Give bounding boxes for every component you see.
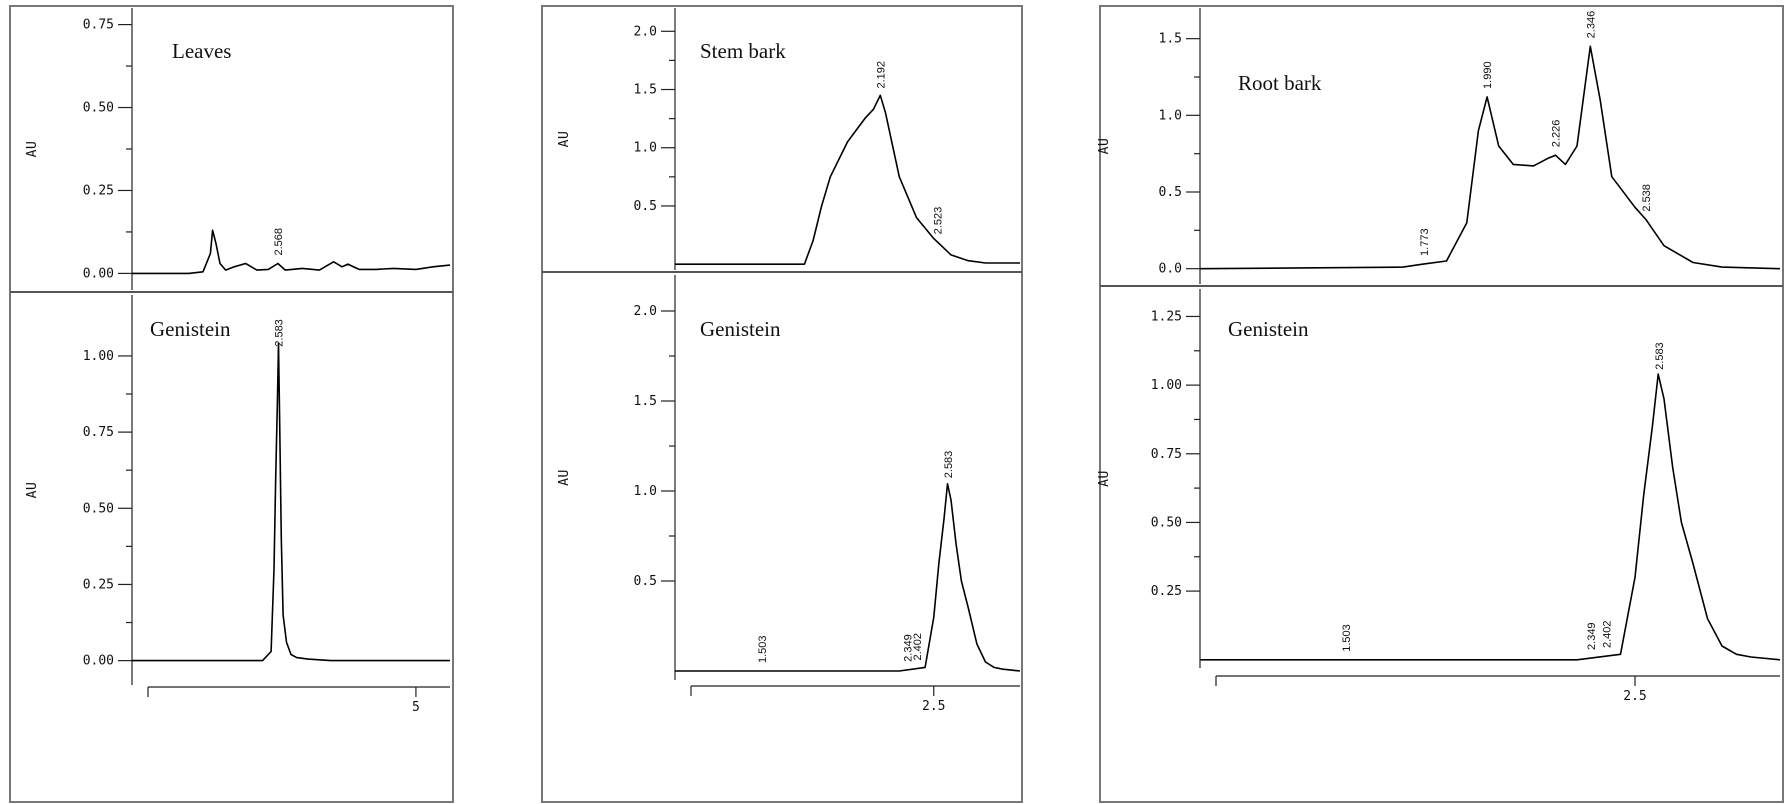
top-left-title: Leaves	[172, 39, 231, 63]
top-middle-ytick-label-0: 0.5	[634, 199, 657, 214]
bottom-middle-ytick-label-1: 1.0	[634, 484, 657, 499]
bottom-middle-title: Genistein	[700, 317, 781, 341]
top-right-ytick-label-2: 1.0	[1159, 108, 1182, 123]
bottom-middle-ytick-label-0: 0.5	[634, 574, 657, 589]
bottom-left-peak-label-0: 2.583	[274, 319, 286, 347]
top-right-peak-label-4: 2.538	[1641, 184, 1653, 212]
bottom-right-trace-0	[1200, 373, 1781, 661]
bottom-middle-plot: 0.5 1.0 1.5 2.0 AU Genistein 2.5 1.503 2.3492.40…	[557, 275, 1021, 714]
bottom-right-peak-label-0: 1.503	[1341, 624, 1353, 652]
top-left-ylabel: AU	[25, 141, 40, 158]
top-middle-ytick-label-3: 2.0	[634, 24, 657, 39]
bottom-right-peak-label-2: 2.402	[1602, 620, 1614, 648]
top-right-peak-label-0: 1.773	[1419, 228, 1431, 256]
left-panel-frame	[9, 5, 454, 803]
bottom-right-peak-label-1: 2.349	[1586, 622, 1598, 650]
top-middle-plot: 0.5 1.0 1.5 2.0 AU Stem bark 2.192 2.523	[557, 8, 1020, 270]
right-panel-frame	[1099, 5, 1784, 803]
bottom-middle-peak-label-1: 2.349	[903, 634, 915, 662]
bottom-left-ytick-label-0: 0.00	[83, 654, 114, 669]
bottom-left-ytick-label-2: 0.50	[83, 501, 114, 516]
top-right-peak-label-2: 2.226	[1551, 120, 1563, 148]
top-right-peak-label-3: 2.346	[1585, 11, 1597, 39]
top-right-ytick-label-3: 1.5	[1159, 32, 1182, 47]
top-right-title: Root bark	[1238, 71, 1322, 95]
top-left-plot: 0.00 0.25 0.50 0.75 AU Leaves 2.568	[25, 8, 451, 290]
top-middle-peak-label-1: 2.523	[933, 207, 945, 235]
top-left-ytick-label-3: 0.75	[83, 18, 114, 33]
bottom-left-ytick-label-4: 1.00	[83, 349, 114, 364]
bottom-middle-ytick-label-2: 1.5	[634, 394, 657, 409]
bottom-right-title: Genistein	[1228, 317, 1309, 341]
bottom-right-ytick-label-1: 0.50	[1151, 515, 1182, 530]
bottom-middle-peak-label-0: 1.503	[757, 635, 769, 663]
top-left-trace-0	[132, 229, 451, 275]
top-right-ytick-label-1: 0.5	[1159, 185, 1182, 200]
top-middle-trace-0	[675, 94, 1020, 265]
top-middle-ytick-label-2: 1.5	[634, 83, 657, 98]
bottom-right-ytick-label-3: 1.00	[1151, 378, 1182, 393]
middle-panel-frame	[541, 5, 1023, 803]
bottom-right-plot: 0.25 0.50 0.75 1.00 1.25 AU Genistein 2.5 1.503 2…	[1097, 289, 1781, 704]
top-middle-title: Stem bark	[700, 39, 786, 63]
bottom-middle-peak-label-3: 2.583	[943, 451, 955, 479]
top-middle-peak-label-0: 2.192	[876, 61, 888, 89]
bottom-right-peak-label-3: 2.583	[1654, 342, 1666, 370]
top-left-ytick-label-0: 0.00	[83, 266, 114, 281]
bottom-left-plot: 0.00 0.25 0.50 0.75 1.00 AU Genistein 5 2.583	[25, 295, 450, 715]
top-right-plot: 0.0 0.5 1.0 1.5 AU Root bark 1.773 1.990 2.226 2.…	[1097, 8, 1781, 284]
bottom-left-xtick-label-0: 5	[412, 700, 420, 715]
bottom-right-ytick-label-4: 1.25	[1151, 309, 1182, 324]
bottom-right-ytick-label-0: 0.25	[1151, 584, 1182, 599]
bottom-left-trace-0	[132, 342, 450, 662]
plots-layer: 0.00 0.25 0.50 0.75 AU Leaves 2.568 0.00 0.25 0.5…	[25, 8, 1781, 715]
bottom-right-xtick-label-0: 2.5	[1623, 689, 1646, 704]
top-middle-ytick-label-1: 1.0	[634, 141, 657, 156]
top-left-ytick-label-2: 0.50	[83, 101, 114, 116]
bottom-middle-trace-0	[675, 483, 1021, 672]
top-left-ytick-label-1: 0.25	[83, 183, 114, 198]
bottom-middle-peak-label-2: 2.402	[912, 633, 924, 661]
bottom-left-ytick-label-3: 0.75	[83, 425, 114, 440]
bottom-left-title: Genistein	[150, 317, 231, 341]
top-middle-ylabel: AU	[557, 131, 572, 148]
top-right-peak-label-1: 1.990	[1482, 61, 1494, 89]
bottom-middle-ytick-label-3: 2.0	[634, 304, 657, 319]
top-right-trace-0	[1199, 45, 1781, 270]
bottom-middle-xtick-label-0: 2.5	[922, 699, 945, 714]
bottom-right-ytick-label-2: 0.75	[1151, 447, 1182, 462]
bottom-right-ylabel: AU	[1097, 470, 1112, 487]
top-right-ylabel: AU	[1097, 138, 1112, 155]
top-right-ytick-label-0: 0.0	[1159, 262, 1182, 277]
top-left-peak-label-0: 2.568	[273, 228, 285, 256]
bottom-left-ytick-label-1: 0.25	[83, 577, 114, 592]
bottom-left-ylabel: AU	[25, 482, 40, 499]
bottom-middle-ylabel: AU	[557, 469, 572, 486]
